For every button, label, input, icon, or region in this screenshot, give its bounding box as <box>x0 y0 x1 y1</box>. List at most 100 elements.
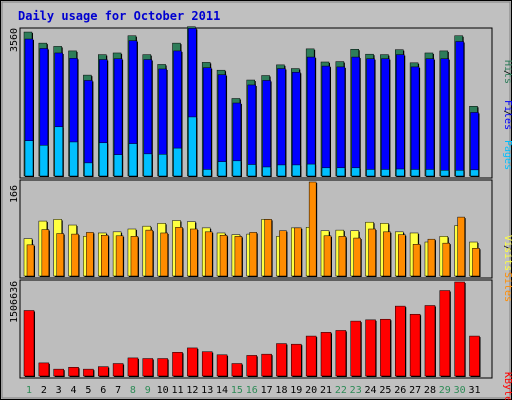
bar-sites-day-24 <box>368 228 377 277</box>
x-label-day-13: 13 <box>201 385 213 396</box>
bar-sites-day-10 <box>160 232 169 277</box>
legend-visits-sites: Sites / Visits <box>502 235 512 302</box>
x-label-day-30: 30 <box>454 385 466 396</box>
bar-pages-day-25 <box>381 169 391 177</box>
bar-sites-day-22 <box>338 236 347 277</box>
x-label-day-15: 15 <box>231 385 243 396</box>
x-label-day-9: 9 <box>145 385 151 396</box>
bars-layer <box>23 26 481 377</box>
bar-kbytes-day-16 <box>246 355 258 377</box>
x-label-day-24: 24 <box>365 385 377 396</box>
bar-kbytes-day-8 <box>127 357 139 377</box>
bar-pages-day-29 <box>440 170 450 177</box>
bar-pages-day-23 <box>351 167 361 177</box>
x-label-day-21: 21 <box>320 385 332 396</box>
x-label-day-19: 19 <box>290 385 302 396</box>
bar-pages-day-20 <box>306 163 317 177</box>
bar-pages-day-4 <box>69 141 79 177</box>
bar-sites-day-23 <box>353 237 362 277</box>
bar-files-day-25 <box>381 58 391 177</box>
bar-pages-day-18 <box>277 164 287 177</box>
x-axis-labels: 1 2 3 4 5 6 7 8 9 10 11 12 13 14 15 16 17 18 19 20 21 22 23 24 2… <box>26 385 481 396</box>
bar-sites-day-29 <box>442 242 451 277</box>
bar-pages-day-21 <box>321 167 331 177</box>
x-label-day-10: 10 <box>157 385 169 396</box>
bar-files-day-24 <box>366 58 376 177</box>
bar-kbytes-day-2 <box>38 362 50 377</box>
bar-pages-day-16 <box>247 164 257 177</box>
bar-kbytes-day-21 <box>320 332 332 377</box>
bar-kbytes-day-31 <box>469 335 481 377</box>
bar-kbytes-day-13 <box>201 351 214 377</box>
bar-sites-day-5 <box>86 232 95 277</box>
legend-kbytes-group: KBytes <box>502 372 512 400</box>
bar-pages-day-28 <box>425 169 435 177</box>
bar-files-day-30 <box>455 41 465 177</box>
bar-kbytes-day-25 <box>380 318 392 377</box>
bar-kbytes-day-7 <box>112 363 125 377</box>
x-label-day-1: 1 <box>26 385 32 396</box>
bar-kbytes-day-10 <box>157 358 169 377</box>
legend-visits: Visits <box>502 235 512 271</box>
bar-kbytes-day-23 <box>350 320 362 377</box>
bar-kbytes-day-15 <box>231 363 243 377</box>
x-label-day-27: 27 <box>409 385 421 396</box>
bar-kbytes-day-11 <box>172 352 184 377</box>
x-label-day-28: 28 <box>424 385 436 396</box>
bar-sites-day-21 <box>323 235 332 277</box>
bar-pages-day-7 <box>113 154 124 177</box>
x-label-day-4: 4 <box>71 385 77 396</box>
bar-pages-day-27 <box>410 169 421 177</box>
bar-pages-day-2 <box>39 144 49 177</box>
bar-sites-day-26 <box>398 234 407 277</box>
bar-sites-day-2 <box>41 229 50 277</box>
bar-kbytes-day-17 <box>261 353 273 377</box>
legend-hits: Hits <box>502 60 512 84</box>
bar-kbytes-day-6 <box>98 366 110 377</box>
bar-pages-day-17 <box>262 166 272 177</box>
bar-pages-day-3 <box>54 126 64 177</box>
bar-sites-day-16 <box>249 232 258 277</box>
x-label-day-22: 22 <box>335 385 347 396</box>
bar-pages-day-13 <box>202 169 213 177</box>
x-label-day-26: 26 <box>394 385 406 396</box>
bar-kbytes-day-14 <box>216 354 229 377</box>
legend-sep-2: / <box>502 70 512 76</box>
bar-sites-day-6 <box>101 234 110 277</box>
bar-sites-day-20 <box>308 181 318 277</box>
legend-sep-3: / <box>502 245 512 251</box>
bar-files-day-16 <box>247 84 257 177</box>
bar-sites-day-27 <box>412 244 422 277</box>
bar-kbytes-day-30 <box>454 281 466 377</box>
bar-files-day-26 <box>396 54 406 177</box>
bar-files-day-5 <box>84 80 94 177</box>
bar-files-day-21 <box>321 65 331 177</box>
bar-kbytes-day-24 <box>365 319 377 377</box>
ytick-kbytes: 1506636 <box>9 281 20 323</box>
bar-sites-day-28 <box>427 238 436 277</box>
legend-kbytes: KBytes <box>502 372 512 400</box>
x-label-day-12: 12 <box>186 385 198 396</box>
bar-kbytes-day-28 <box>424 305 436 377</box>
bar-pages-day-22 <box>336 167 346 177</box>
bar-kbytes-day-27 <box>409 313 422 377</box>
bar-sites-day-3 <box>56 233 65 277</box>
bar-pages-day-5 <box>84 162 94 177</box>
bar-files-day-18 <box>277 68 287 177</box>
bar-sites-day-11 <box>175 227 184 277</box>
legend-sites: Sites <box>502 272 512 302</box>
bar-sites-day-15 <box>234 236 243 277</box>
bar-sites-day-9 <box>145 229 154 277</box>
bar-pages-day-12 <box>188 116 198 177</box>
bar-pages-day-24 <box>366 169 376 177</box>
bar-files-day-31 <box>470 112 480 177</box>
x-label-day-7: 7 <box>115 385 121 396</box>
bar-sites-day-8 <box>130 236 139 277</box>
x-label-day-3: 3 <box>56 385 62 396</box>
bar-sites-day-13 <box>204 231 214 277</box>
ytick-hits: 3560 <box>9 28 20 52</box>
x-label-day-14: 14 <box>216 385 228 396</box>
legend-hits-files-pages: Pages / Files / Hits <box>502 60 512 170</box>
